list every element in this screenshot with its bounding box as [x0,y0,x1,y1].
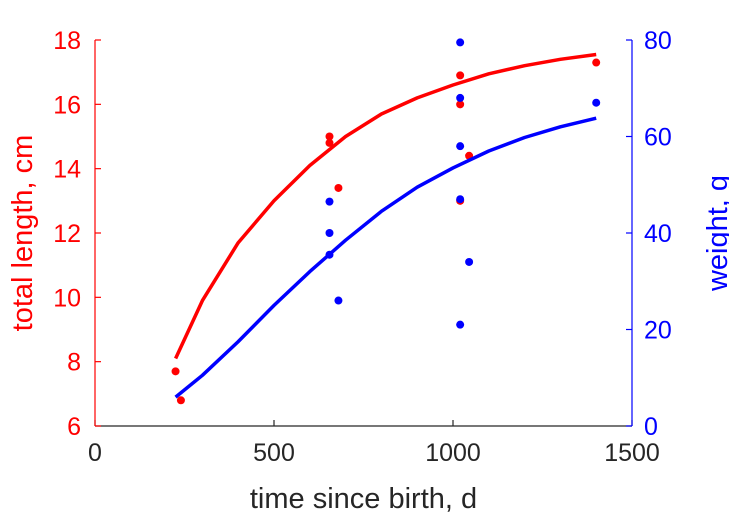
weight-data-point [456,93,465,102]
y-axis-left: 6 8 10 12 14 16 18 [53,27,101,441]
length-data-point [325,132,334,141]
weight-data-point [325,197,334,206]
x-axis: 0 500 1000 1500 [88,420,660,467]
weight-data-point [592,98,601,107]
length-data-point [334,183,343,192]
x-tick-label: 0 [88,439,102,467]
plot-area [171,38,601,405]
length-data-point [176,396,185,405]
weight-fit-line [174,116,597,399]
weight-data-point [325,229,334,237]
length-data-point [456,71,465,80]
y-left-tick-label: 14 [53,156,81,184]
y-right-tick-label: 60 [644,124,672,152]
y-right-tick-label: 20 [644,317,672,345]
weight-data-point [456,320,465,329]
length-data-point [325,138,334,147]
x-tick-label: 1500 [604,439,660,467]
y-axis-left-label: total length, cm [7,135,39,332]
y-left-tick-label: 18 [53,27,81,55]
weight-data-point [334,296,343,305]
y-axis-right-label: weight, g [702,175,729,292]
length-fit-line [174,52,597,360]
x-axis-label: time since birth, d [250,483,477,515]
y-right-tick-label: 80 [644,27,672,55]
length-data-point [592,58,601,67]
weight-data-point [456,195,465,204]
y-right-tick-label: 0 [644,413,658,441]
length-data-point [456,100,465,109]
weight-data-point [456,142,465,151]
weight-data-point [456,38,465,47]
y-left-tick-label: 12 [53,220,81,248]
x-tick-label: 500 [253,439,295,467]
y-axis-right: 0 20 40 60 80 [626,27,672,441]
y-left-tick-label: 6 [67,413,81,441]
x-tick-label: 1000 [425,439,481,467]
y-left-tick-label: 10 [53,284,81,312]
y-left-tick-label: 16 [53,91,81,119]
weight-data-point [465,257,474,266]
length-data-point [171,367,180,376]
y-left-tick-label: 8 [67,349,81,377]
y-right-tick-label: 40 [644,220,672,248]
